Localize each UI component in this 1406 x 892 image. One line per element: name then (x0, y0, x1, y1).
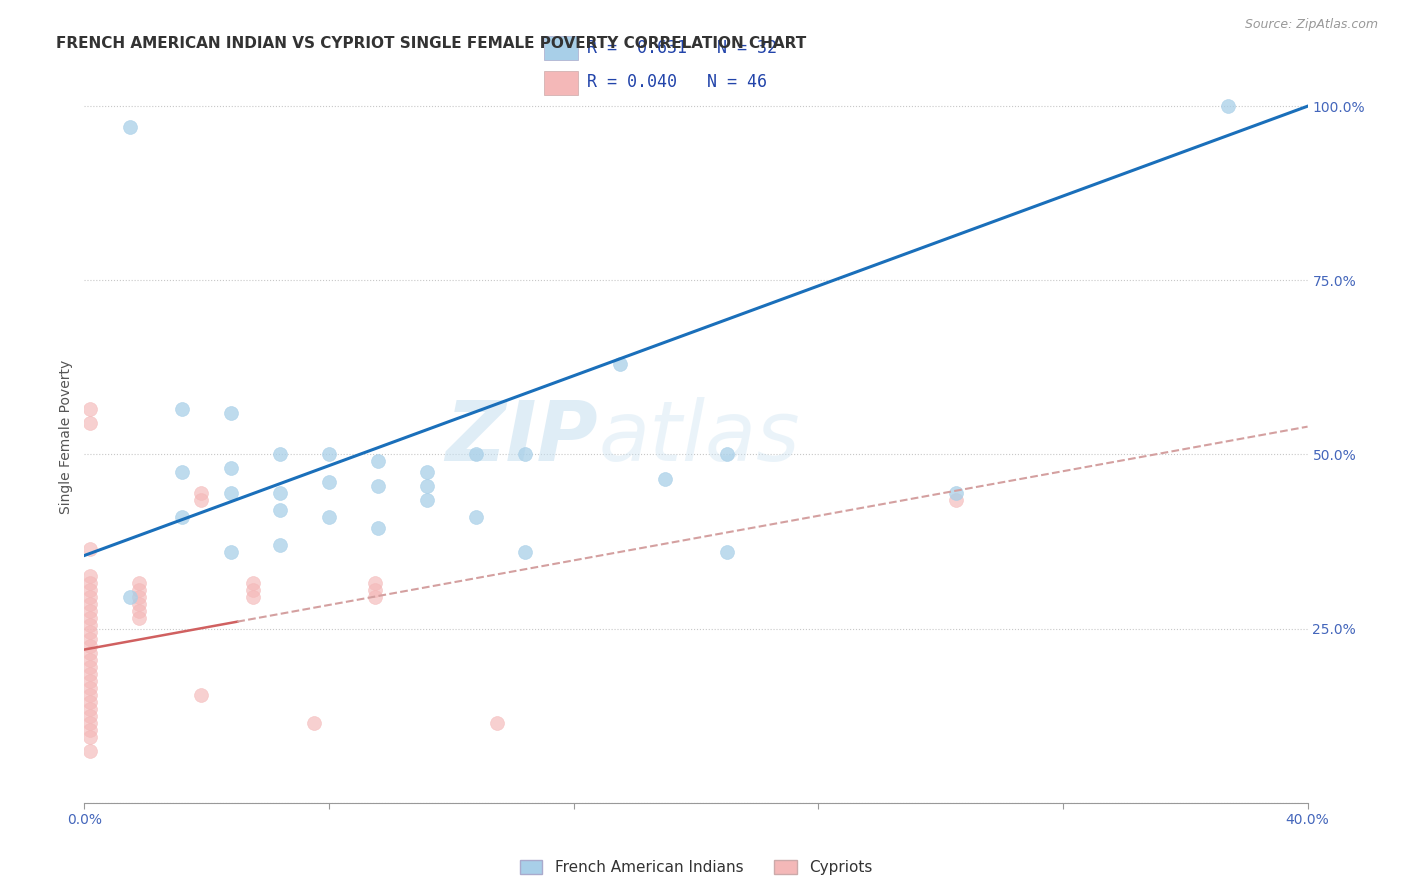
Point (79, 569, 101, 583)
Text: R = 0.040   N = 46: R = 0.040 N = 46 (586, 73, 766, 91)
Point (513, 448, 536, 462)
Point (79, 416, 101, 430)
Point (172, 402, 194, 417)
Point (190, 492, 212, 507)
Point (79, 660, 101, 674)
Point (79, 541, 101, 556)
Point (513, 545, 536, 559)
Point (79, 723, 101, 737)
Point (269, 538, 291, 552)
Point (486, 715, 509, 730)
Legend: French American Indians, Cypriots: French American Indians, Cypriots (512, 853, 880, 883)
Point (79, 611, 101, 625)
Point (128, 597, 150, 611)
Point (128, 611, 150, 625)
Text: FRENCH AMERICAN INDIAN VS CYPRIOT SINGLE FEMALE POVERTY CORRELATION CHART: FRENCH AMERICAN INDIAN VS CYPRIOT SINGLE… (56, 36, 807, 51)
Point (367, 454, 389, 468)
Point (716, 448, 738, 462)
Point (79, 667, 101, 681)
FancyBboxPatch shape (544, 36, 578, 60)
Point (367, 479, 389, 493)
Point (364, 576, 387, 591)
Point (945, 485, 967, 500)
Point (79, 715, 101, 730)
Point (120, 591, 142, 605)
Point (269, 503, 291, 517)
Point (318, 510, 340, 524)
Point (269, 485, 291, 500)
Point (416, 465, 439, 479)
Point (219, 461, 242, 475)
Point (79, 618, 101, 632)
Point (128, 591, 150, 605)
Point (79, 702, 101, 716)
Point (416, 492, 439, 507)
Point (464, 448, 486, 462)
Point (416, 479, 439, 493)
Point (79, 681, 101, 695)
Point (79, 576, 101, 591)
Point (79, 583, 101, 598)
Point (219, 406, 242, 420)
Point (79, 604, 101, 618)
Point (172, 510, 194, 524)
Point (79, 695, 101, 709)
Point (79, 625, 101, 640)
Point (79, 673, 101, 688)
Point (79, 730, 101, 744)
Point (172, 465, 194, 479)
Point (219, 485, 242, 500)
Point (269, 448, 291, 462)
Point (242, 576, 264, 591)
Point (79, 708, 101, 723)
Point (79, 688, 101, 702)
Point (190, 688, 212, 702)
Point (318, 448, 340, 462)
Point (302, 715, 325, 730)
Point (120, 120, 142, 134)
Point (128, 576, 150, 591)
Point (318, 475, 340, 490)
Point (79, 597, 101, 611)
Point (79, 639, 101, 653)
Y-axis label: Single Female Poverty: Single Female Poverty (59, 360, 73, 514)
Point (79, 632, 101, 646)
Text: Source: ZipAtlas.com: Source: ZipAtlas.com (1244, 18, 1378, 31)
Point (79, 402, 101, 417)
Point (128, 583, 150, 598)
Point (464, 510, 486, 524)
Point (219, 545, 242, 559)
Point (79, 743, 101, 757)
Point (716, 545, 738, 559)
Point (1216, 99, 1239, 113)
FancyBboxPatch shape (544, 70, 578, 95)
Point (79, 591, 101, 605)
Point (945, 492, 967, 507)
Point (654, 472, 676, 486)
Point (79, 653, 101, 667)
Text: R =  0.631   N = 32: R = 0.631 N = 32 (586, 39, 778, 57)
Point (242, 583, 264, 598)
Text: atlas: atlas (598, 397, 800, 477)
Point (79, 646, 101, 660)
Point (609, 357, 631, 371)
Point (364, 583, 387, 598)
Point (364, 591, 387, 605)
Text: ZIP: ZIP (446, 397, 598, 477)
Point (128, 604, 150, 618)
Point (190, 485, 212, 500)
Point (367, 521, 389, 535)
Point (242, 591, 264, 605)
